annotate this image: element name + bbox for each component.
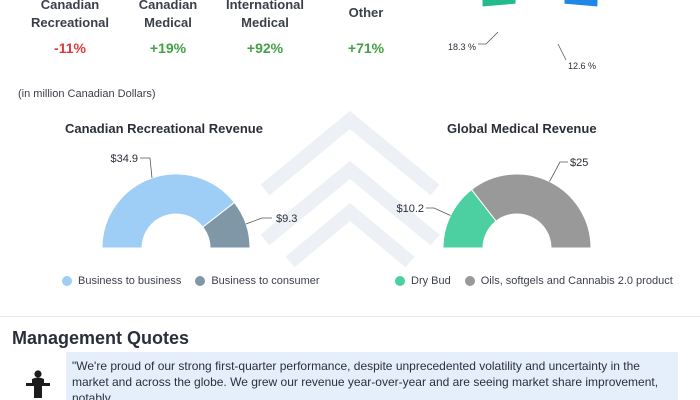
metric-change: +92% — [246, 40, 284, 56]
data-label: 18.3 % — [448, 42, 476, 52]
data-label: $34.9 — [110, 153, 138, 165]
legend-item: Business to consumer — [195, 275, 320, 287]
metric-international-medical: International Medical +92% — [200, 0, 330, 56]
data-label: $9.3 — [276, 213, 297, 225]
top-donut-slice — [563, 0, 599, 8]
top-donut-slice — [481, 0, 517, 8]
legend-item: Dry Bud — [395, 275, 451, 287]
data-label: $25 — [570, 157, 588, 169]
slice-business-to-consumer — [202, 201, 251, 249]
metric-canadian-medical: Canadian Medical +19% — [103, 0, 233, 56]
legend-item: Oils, softgels and Cannabis 2.0 product — [464, 275, 673, 287]
metric-label: Recreational — [30, 15, 110, 30]
data-label: 12.6 % — [568, 61, 596, 71]
recreational-revenue-chart: $34.9 $9.3 — [101, 153, 297, 249]
quote-box: "We're proud of our strong first-quarter… — [66, 352, 678, 400]
legend-label: Dry Bud — [411, 275, 451, 287]
leader-line — [557, 43, 567, 61]
data-label: $10.2 — [396, 203, 424, 215]
metric-label: Medical — [144, 15, 192, 30]
chart-title-recreational: Canadian Recreational Revenue — [65, 121, 263, 136]
metric-change: +71% — [347, 40, 385, 56]
recreational-legend: Business to business Business to consume… — [62, 275, 334, 287]
legend-swatch — [195, 276, 206, 286]
medical-legend: Dry Bud Oils, softgels and Cannabis 2.0 … — [395, 275, 687, 287]
legend-swatch — [62, 276, 72, 286]
metric-label: Medical — [241, 15, 289, 30]
section-title: Management Quotes — [12, 328, 190, 348]
top-donut-chart: 18.3 % 12.6 % — [448, 0, 599, 71]
slice-business-to-business — [101, 173, 236, 249]
metric-change: -11% — [54, 40, 86, 56]
metric-label: Canadian — [138, 0, 198, 12]
legend-label: Oils, softgels and Cannabis 2.0 product — [480, 275, 673, 287]
metric-change: +19% — [149, 40, 187, 56]
leader-line — [245, 217, 272, 225]
legend-swatch — [395, 276, 405, 286]
metric-other: Other +71% — [301, 4, 431, 56]
leader-line — [549, 161, 568, 182]
metric-label: International — [225, 0, 304, 12]
legend-item: Business to business — [62, 275, 181, 287]
section-divider — [0, 316, 700, 317]
medical-revenue-chart: $10.2 $25 — [396, 157, 592, 249]
legend-label: Business to consumer — [211, 275, 320, 287]
slice-oils-softgels-and-cannabis-2-0-product — [470, 173, 592, 249]
leader-line — [426, 207, 451, 216]
metric-label: Canadian — [40, 0, 100, 12]
podium-icon — [26, 370, 50, 398]
metric-canadian-recreational: Canadian Recreational -11% — [5, 0, 135, 56]
unit-note: (in million Canadian Dollars) — [18, 88, 156, 100]
legend-swatch — [464, 276, 475, 286]
leader-line — [478, 31, 499, 45]
legend-label: Business to business — [78, 275, 182, 287]
chart-title-medical: Global Medical Revenue — [447, 121, 597, 136]
leader-line — [140, 157, 153, 179]
metric-label: Other — [348, 5, 384, 20]
